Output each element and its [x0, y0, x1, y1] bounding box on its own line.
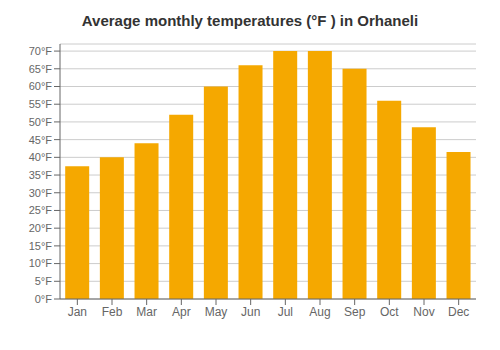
svg-text:60°F: 60°F [29, 80, 53, 92]
svg-text:55°F: 55°F [29, 98, 53, 110]
svg-text:Jan: Jan [68, 305, 87, 319]
svg-text:Jun: Jun [241, 305, 260, 319]
svg-text:Aug: Aug [309, 305, 330, 319]
svg-text:May: May [205, 305, 228, 319]
svg-text:20°F: 20°F [29, 222, 53, 234]
svg-text:65°F: 65°F [29, 63, 53, 75]
html-text:Average monthly temperatures (: Average monthly temperatures (°F ) in Or… [81, 12, 419, 29]
svg-text:50°F: 50°F [29, 116, 53, 128]
svg-text:Apr: Apr [172, 305, 191, 319]
svg-text:25°F: 25°F [29, 204, 53, 216]
svg-text:5°F: 5°F [35, 275, 53, 287]
svg-text:Mar: Mar [136, 305, 157, 319]
svg-text:30°F: 30°F [29, 187, 53, 199]
svg-text:35°F: 35°F [29, 169, 53, 181]
svg-text:45°F: 45°F [29, 134, 53, 146]
svg-text:Feb: Feb [102, 305, 123, 319]
svg-text:10°F: 10°F [29, 257, 53, 269]
svg-text:40°F: 40°F [29, 151, 53, 163]
svg-text:15°F: 15°F [29, 240, 53, 252]
svg-text:Nov: Nov [413, 305, 434, 319]
svg-text:70°F: 70°F [29, 45, 53, 57]
svg-text:Jul: Jul [278, 305, 293, 319]
svg-text:0°F: 0°F [35, 293, 53, 305]
svg-text:Sep: Sep [344, 305, 366, 319]
svg-text:Oct: Oct [380, 305, 399, 319]
svg-text:Dec: Dec [448, 305, 469, 319]
